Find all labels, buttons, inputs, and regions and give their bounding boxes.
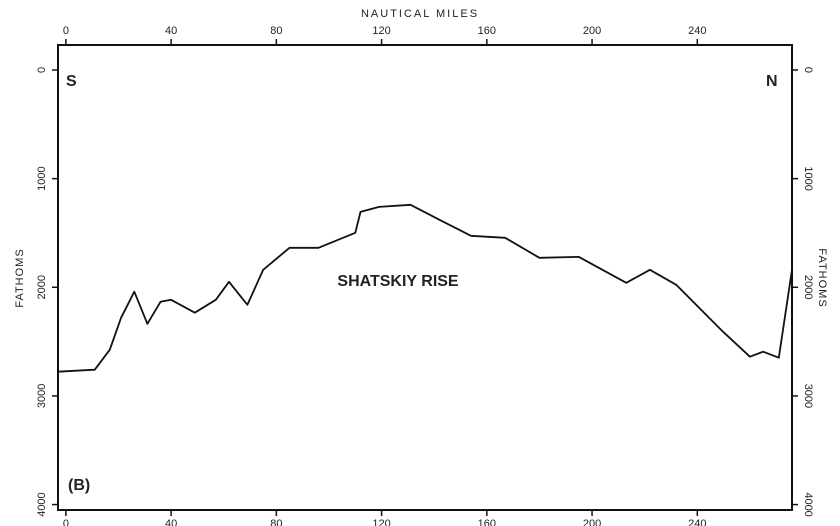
y-tick-label: 4000 [36,492,48,516]
x-tick-label: 120 [372,518,390,526]
x-tick-label: 240 [688,518,706,526]
x-tick-label: 160 [478,25,496,37]
y-tick-label: 3000 [36,384,48,408]
x-axis-label: NAUTICAL MILES [361,8,479,20]
y-tick-label: 0 [36,67,48,73]
y-tick-label: 1000 [36,166,48,190]
x-tick-label: 200 [583,518,601,526]
annotation: SHATSKIY RISE [337,273,459,290]
y-axis-label: FATHOMS [14,248,26,307]
annotation: (B) [68,477,90,494]
annotation: N [766,73,778,90]
x-tick-label: 0 [63,518,69,526]
x-tick-label: 40 [165,25,177,37]
y2-tick-label: 3000 [802,384,814,408]
annotation: S [66,73,77,90]
y2-tick-label: 4000 [802,492,814,516]
x-tick-label: 0 [63,25,69,37]
x-tick-label: 160 [478,518,496,526]
x-tick-label: 80 [270,25,282,37]
x-tick-label: 200 [583,25,601,37]
x-tick-label: 80 [270,518,282,526]
profile-line [57,203,793,373]
y2-tick-label: 2000 [802,275,814,299]
y2-tick-label: 1000 [802,166,814,190]
plot-frame [57,44,793,511]
x-tick-label: 240 [688,25,706,37]
x-tick-label: 120 [372,25,390,37]
y-tick-label: 2000 [36,275,48,299]
y2-tick-label: 0 [802,67,814,73]
y2-axis-label: FATHOMS [816,248,828,307]
x-tick-label: 40 [165,518,177,526]
